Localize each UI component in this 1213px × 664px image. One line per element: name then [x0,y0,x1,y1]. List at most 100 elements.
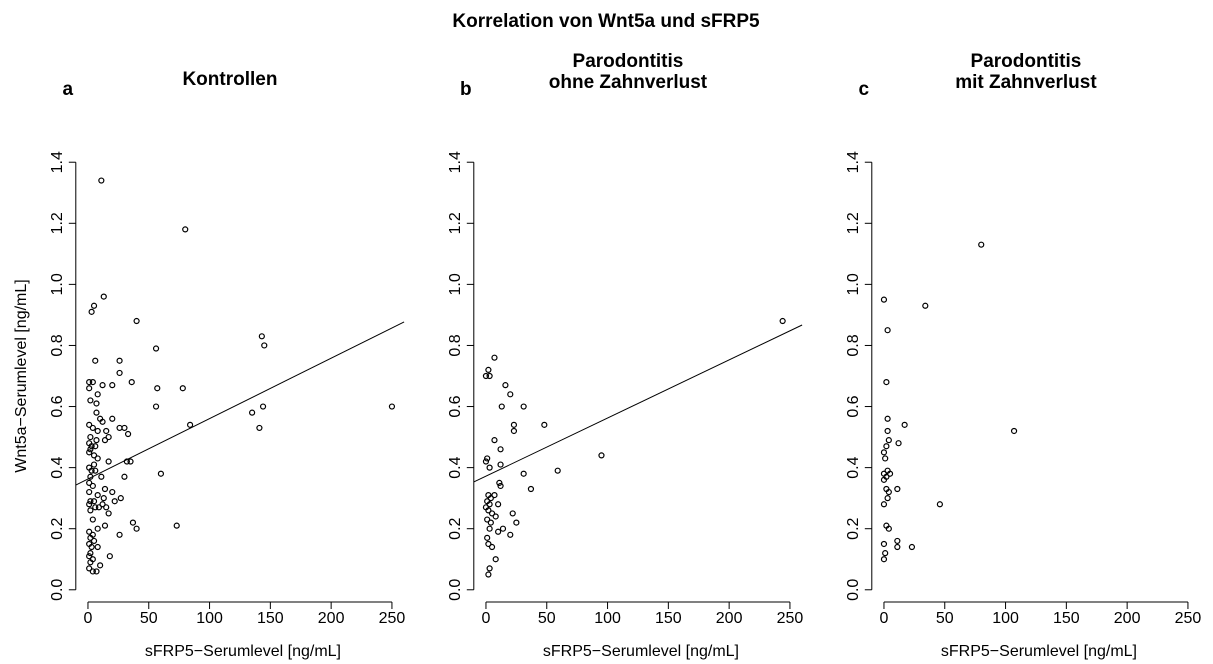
data-point [86,565,93,572]
data-point [886,470,894,477]
y-tick-label: 0.8 [447,334,464,356]
data-point [100,293,107,300]
x-tick-label: 100 [196,610,223,627]
data-point [880,476,888,483]
data-point [90,498,98,505]
data-point [86,421,93,428]
data-point [261,342,268,349]
data-point [88,443,95,450]
x-axis-label: sFRP5−Serumlevel [ng/mL] [941,643,1137,660]
fit-line [75,321,405,486]
data-point [116,424,123,432]
y-tick-label: 0.8 [49,334,66,356]
data-point [88,467,95,474]
data-point [486,525,493,532]
data-point [179,385,186,392]
x-tick-label: 0 [880,610,889,627]
data-point [880,540,888,548]
data-point [173,522,180,529]
data-point [94,525,101,532]
fit-line [473,324,803,483]
x-tick-label: 50 [140,610,158,627]
data-point [491,354,498,361]
data-point [520,403,527,410]
data-point [880,556,888,563]
data-point [94,543,101,551]
data-point [499,525,507,532]
y-tick-label: 1.4 [447,151,464,173]
data-point [527,485,535,493]
x-tick-label: 100 [594,610,621,627]
data-point [87,446,94,453]
data-point [885,525,892,532]
data-point [901,421,908,428]
data-point [101,437,109,444]
x-tick-label: 250 [1175,610,1202,627]
x-tick-label: 200 [318,610,345,627]
data-point [488,510,496,517]
data-point [86,479,93,486]
data-point [105,510,112,517]
x-tick-label: 150 [655,610,682,627]
y-tick-label: 0.6 [49,395,66,417]
data-point [152,403,160,410]
data-point [978,241,985,248]
data-point [507,391,514,398]
data-point [116,531,123,538]
data-point [895,440,902,447]
data-point [98,177,105,184]
data-point [498,403,505,410]
data-point [129,519,137,526]
data-point [482,372,490,380]
data-point [101,522,109,529]
data-point [259,403,267,410]
data-point [86,379,93,386]
data-point [93,568,100,575]
data-point [484,516,491,523]
data-point [497,461,504,468]
panel-label: b [460,79,472,100]
data-point [884,427,891,435]
data-point [86,449,93,456]
data-point [880,449,888,456]
data-point [94,492,101,499]
data-point [482,458,490,465]
data-point [89,482,96,490]
data-point [487,495,494,502]
data-point [520,470,527,477]
data-point [98,473,105,480]
data-point [894,537,901,545]
y-tick-label: 1.2 [49,212,66,234]
data-point [894,485,901,493]
data-point [486,464,493,471]
data-point [94,427,101,435]
data-point [936,501,943,508]
data-point [509,510,516,517]
panel-label: a [63,79,74,100]
data-point [502,382,509,389]
data-point [541,421,548,428]
data-point [87,498,94,505]
data-point [87,534,94,541]
data-point [89,379,96,386]
data-point [90,537,98,545]
panel-title: Kontrollen [182,69,277,90]
data-point [93,409,100,416]
data-point [97,562,104,569]
data-point [258,333,265,340]
x-tick-label: 250 [379,610,406,627]
data-point [497,482,504,490]
data-point [884,415,891,422]
data-point [492,556,499,563]
x-tick-label: 150 [257,610,284,627]
data-point [598,452,605,459]
data-point [93,400,100,407]
data-point [87,559,94,566]
data-point [496,479,503,486]
x-tick-label: 100 [992,610,1019,627]
data-point [487,519,494,526]
data-point [123,458,130,465]
data-point [109,488,116,496]
y-tick-label: 1.2 [447,212,464,234]
data-point [94,455,101,462]
